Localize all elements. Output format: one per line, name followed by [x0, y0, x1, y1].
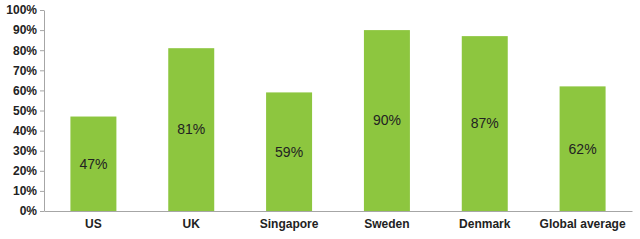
plot: 0% 10% 20% 30% 40% 50% 60% 70% 80% 90% 100% US UK Sin…	[6, 3, 632, 230]
y-tick: 10%	[13, 184, 44, 198]
data-labels: 47% 81% 59% 90% 87% 62%	[79, 112, 596, 171]
bar	[364, 30, 410, 211]
x-axis-line	[45, 211, 633, 212]
x-tick: Singapore	[260, 211, 319, 231]
chart: 0% 10% 20% 30% 40% 50% 60% 70% 80% 90% 100% US UK Sin…	[0, 0, 640, 239]
bar	[168, 48, 214, 211]
y-tick-mark	[40, 151, 44, 152]
data-label: 87%	[471, 115, 499, 131]
y-tick-label: 50%	[13, 104, 37, 118]
y-tick-mark	[40, 171, 44, 172]
bar	[70, 117, 116, 211]
x-axis: US UK Singapore Sweden Denmark Global average	[45, 211, 633, 231]
data-label: 59%	[275, 144, 303, 160]
y-tick-label: 70%	[13, 64, 37, 78]
bar	[560, 86, 606, 211]
y-tick-label: 10%	[13, 184, 37, 198]
x-tick: UK	[183, 211, 201, 231]
y-tick: 80%	[13, 44, 44, 58]
bars	[70, 30, 605, 211]
x-tick: Sweden	[364, 211, 409, 231]
data-label: 90%	[373, 112, 401, 128]
y-tick: 0%	[20, 204, 44, 218]
y-tick: 90%	[13, 23, 44, 37]
x-tick-label: Singapore	[260, 217, 319, 231]
y-tick: 50%	[13, 104, 44, 118]
y-tick-mark	[40, 50, 44, 51]
y-tick-label: 20%	[13, 164, 37, 178]
y-tick-mark	[40, 111, 44, 112]
y-tick-mark	[40, 90, 44, 91]
x-tick: Denmark	[459, 211, 511, 231]
y-tick: 20%	[13, 164, 44, 178]
y-tick-label: 40%	[13, 124, 37, 138]
y-tick-mark	[40, 211, 44, 212]
y-tick-mark	[40, 131, 44, 132]
y-tick-mark	[40, 70, 44, 71]
x-tick-label: Sweden	[364, 217, 409, 231]
x-tick: Global average	[540, 211, 626, 231]
y-tick: 60%	[13, 84, 44, 98]
x-tick-label: Denmark	[459, 217, 511, 231]
y-tick-mark	[40, 10, 44, 11]
y-axis-line	[44, 11, 45, 212]
y-axis: 0% 10% 20% 30% 40% 50% 60% 70% 80% 90% 100%	[6, 3, 44, 218]
y-tick: 40%	[13, 124, 44, 138]
y-tick-label: 80%	[13, 44, 37, 58]
y-tick: 70%	[13, 64, 44, 78]
y-tick: 100%	[6, 3, 44, 17]
y-tick-mark	[40, 30, 44, 31]
y-tick-label: 60%	[13, 84, 37, 98]
y-tick-label: 90%	[13, 23, 37, 37]
bar	[266, 92, 312, 211]
y-tick: 30%	[13, 144, 44, 158]
y-tick-label: 0%	[20, 204, 38, 218]
y-tick-label: 30%	[13, 144, 37, 158]
data-label: 62%	[569, 141, 597, 157]
x-tick-label: UK	[183, 217, 201, 231]
data-label: 47%	[79, 156, 107, 172]
x-tick-label: US	[85, 217, 102, 231]
data-label: 81%	[177, 121, 205, 137]
bar	[462, 36, 508, 211]
x-tick: US	[85, 211, 102, 231]
y-tick-label: 100%	[6, 3, 37, 17]
y-tick-mark	[40, 191, 44, 192]
x-tick-label: Global average	[540, 217, 626, 231]
